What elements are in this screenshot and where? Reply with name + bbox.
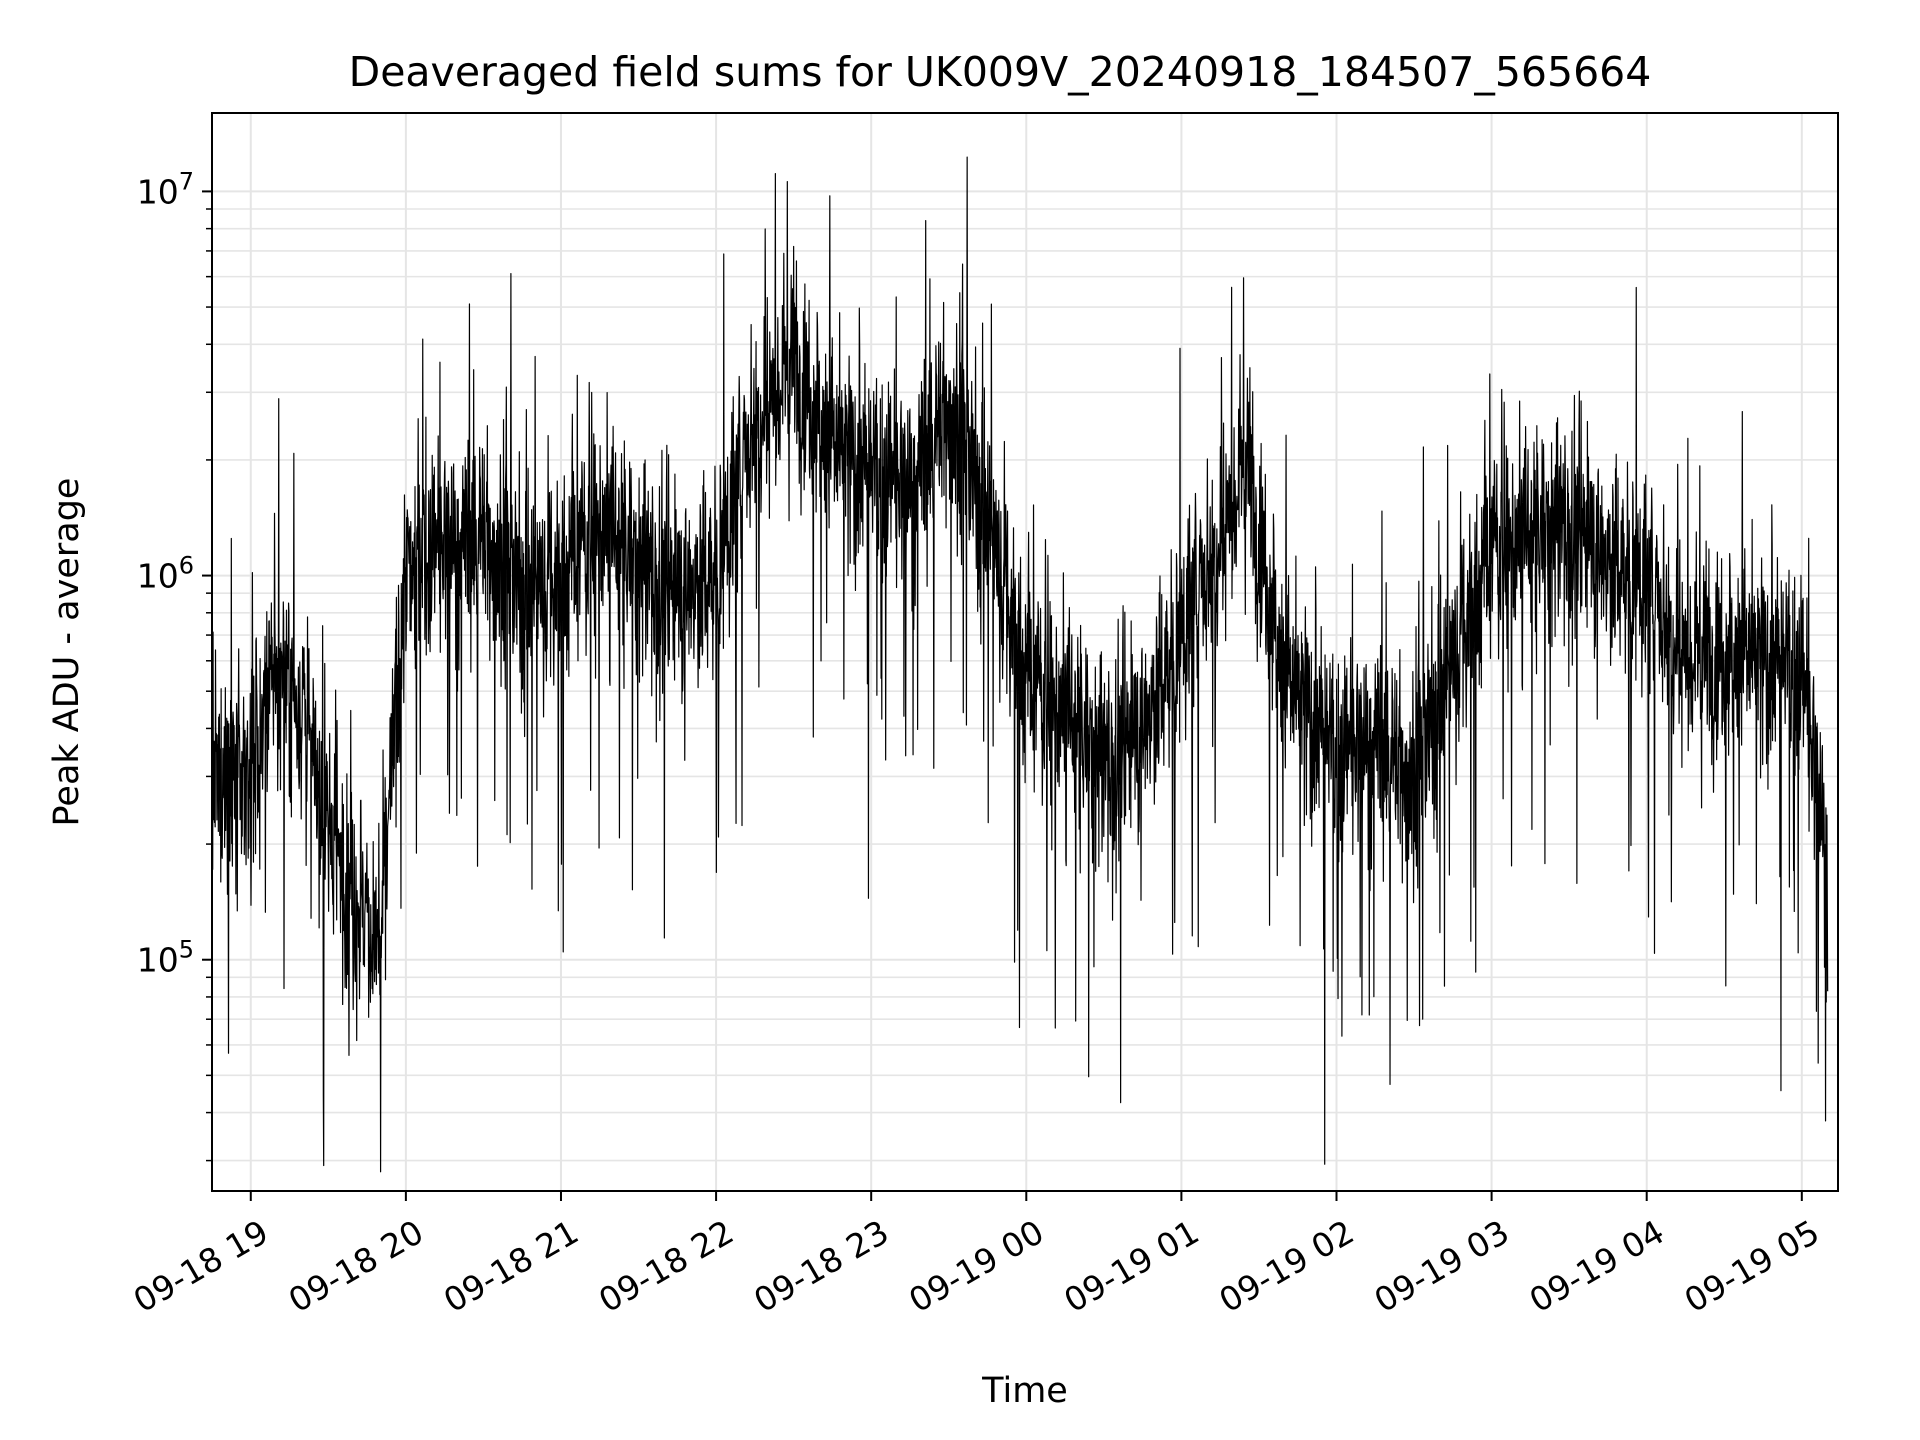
chart-title: Deaveraged field sums for UK009V_2024091… xyxy=(349,48,1652,96)
y-axis-label: Peak ADU - average xyxy=(47,478,87,827)
y-tick-label: 107 xyxy=(137,167,194,211)
data-series xyxy=(211,156,1829,1173)
y-tick-label: 106 xyxy=(137,552,194,596)
plot-area-frame xyxy=(211,112,1839,1192)
y-tick-label: 105 xyxy=(137,936,194,980)
x-axis-label: Time xyxy=(981,1371,1068,1411)
series-line xyxy=(211,156,1829,1173)
